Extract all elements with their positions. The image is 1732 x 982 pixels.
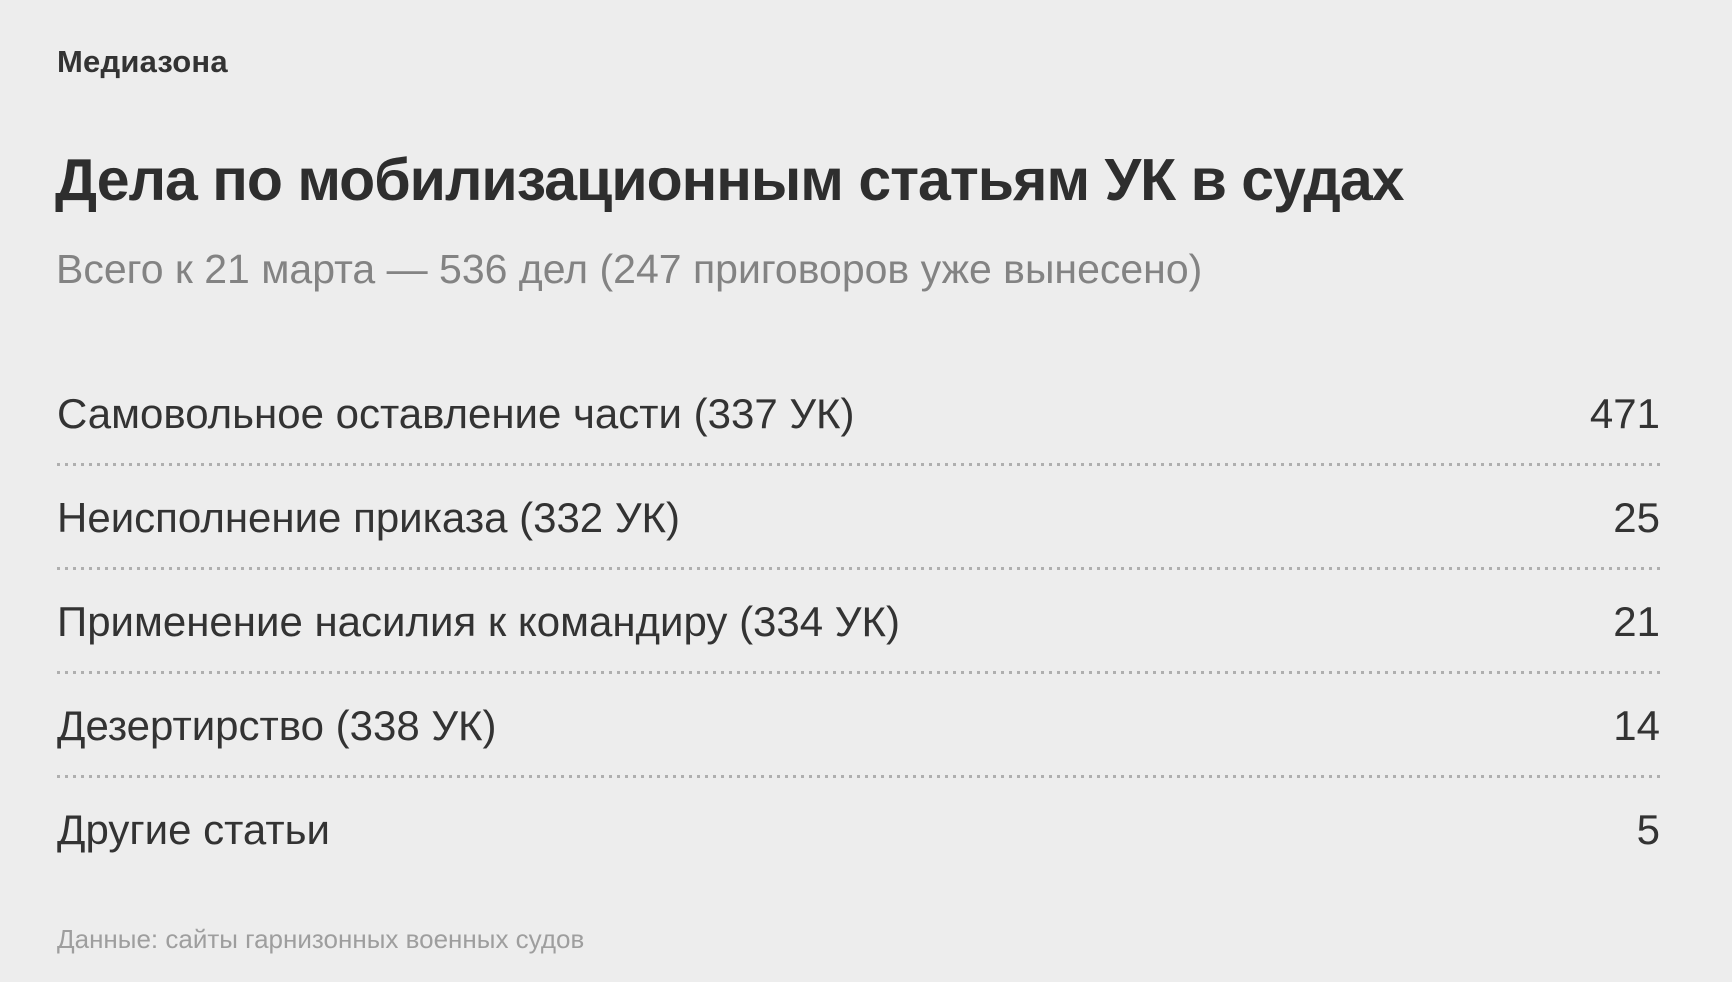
row-label: Дезертирство (338 УК) xyxy=(57,702,497,749)
row-label: Неисполнение приказа (332 УК) xyxy=(57,494,680,541)
page-subtitle: Всего к 21 марта — 536 дел (247 приговор… xyxy=(56,246,1203,292)
table-row: Другие статьи 5 xyxy=(57,778,1660,882)
mediazona-logo: Медиазона xyxy=(57,44,228,79)
table-row: Неисполнение приказа (332 УК) 25 xyxy=(57,466,1660,570)
page-title: Дела по мобилизационным статьям УК в суд… xyxy=(55,147,1404,213)
cases-table: Самовольное оставление части (337 УК) 47… xyxy=(57,362,1660,882)
row-value: 14 xyxy=(1613,702,1660,749)
row-label: Другие статьи xyxy=(57,806,330,853)
row-label: Применение насилия к командиру (334 УК) xyxy=(57,598,900,645)
table-row: Дезертирство (338 УК) 14 xyxy=(57,674,1660,778)
table-row: Самовольное оставление части (337 УК) 47… xyxy=(57,362,1660,466)
table-row: Применение насилия к командиру (334 УК) … xyxy=(57,570,1660,674)
row-value: 5 xyxy=(1636,806,1660,853)
data-source-caption: Данные: сайты гарнизонных военных судов xyxy=(57,924,585,954)
row-value: 21 xyxy=(1613,598,1660,645)
row-value: 25 xyxy=(1613,494,1660,541)
row-label: Самовольное оставление части (337 УК) xyxy=(57,390,855,437)
row-value: 471 xyxy=(1589,390,1660,437)
